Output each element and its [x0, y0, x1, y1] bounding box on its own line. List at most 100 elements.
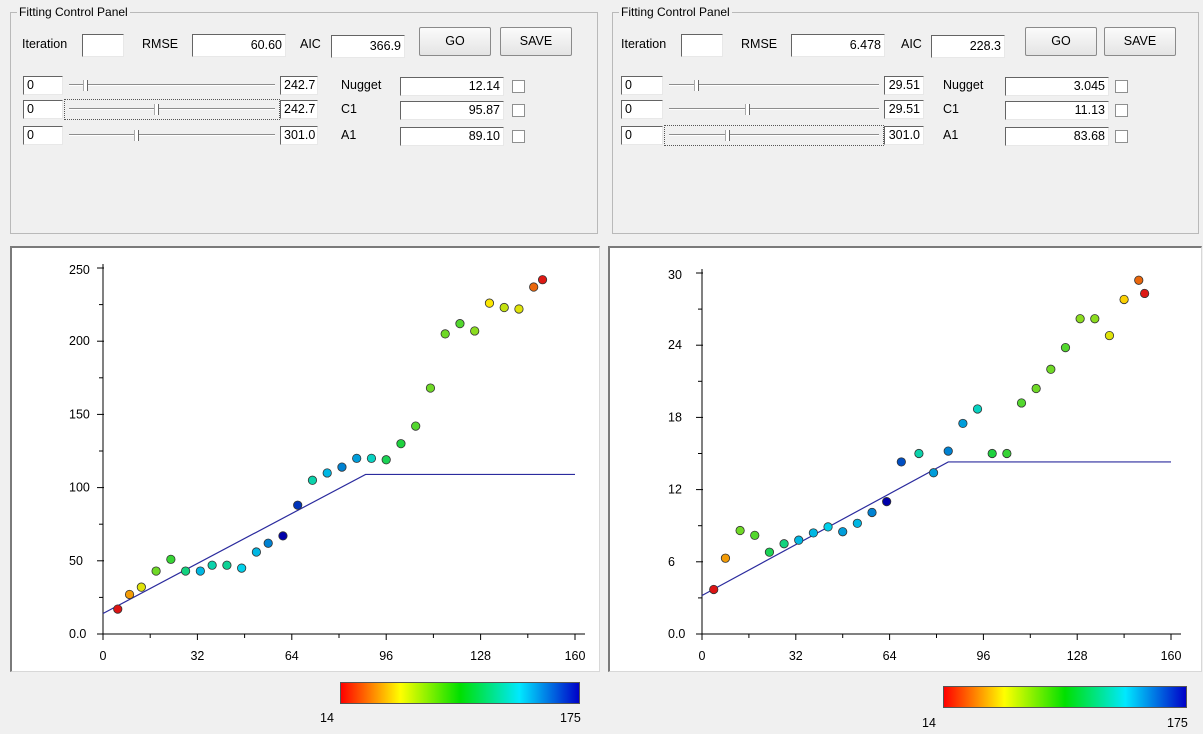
param-min-field[interactable]: 0: [621, 100, 663, 119]
fitting-control-panel: Fitting Control Panel Iteration RMSE 60.…: [10, 4, 598, 234]
aic-label: AIC: [901, 37, 922, 51]
param-value-field[interactable]: 12.14: [400, 77, 504, 96]
nugget-slider[interactable]: [65, 76, 279, 95]
data-point: [263, 538, 273, 548]
fix-checkbox[interactable]: [1115, 80, 1128, 93]
data-point: [181, 566, 191, 576]
iteration-field[interactable]: [82, 34, 124, 57]
fix-checkbox[interactable]: [1115, 104, 1128, 117]
slider-thumb[interactable]: [153, 104, 159, 115]
param-min-field[interactable]: 0: [23, 76, 63, 95]
x-tick-label: 160: [565, 649, 586, 663]
save-button[interactable]: SAVE: [500, 27, 572, 56]
x-tick-label: 0: [699, 649, 706, 663]
data-point: [124, 589, 135, 600]
a1-slider[interactable]: [65, 126, 279, 145]
param-max-field[interactable]: 301.0: [280, 126, 318, 145]
iteration-field[interactable]: [681, 34, 723, 57]
param-name-label: C1: [341, 102, 357, 116]
x-tick-label: 96: [976, 649, 990, 663]
fix-checkbox[interactable]: [512, 104, 525, 117]
param-value-field[interactable]: 89.10: [400, 127, 504, 146]
y-tick-label: 18: [668, 410, 682, 424]
param-max-field[interactable]: 242.7: [280, 100, 318, 119]
slider-thumb[interactable]: [693, 80, 699, 91]
go-button[interactable]: GO: [419, 27, 491, 56]
data-point: [151, 566, 161, 576]
c1-slider[interactable]: [665, 100, 883, 119]
slider-thumb[interactable]: [83, 80, 89, 91]
data-point: [914, 448, 924, 459]
data-point: [764, 547, 775, 557]
y-tick-label: 100: [69, 481, 90, 495]
data-point: [470, 326, 480, 336]
data-point: [366, 453, 377, 463]
param-value-field[interactable]: 83.68: [1005, 127, 1109, 146]
x-tick-label: 64: [883, 649, 897, 663]
param-max-field[interactable]: 29.51: [884, 100, 924, 119]
model-line: [701, 461, 1171, 597]
param-value-field[interactable]: 11.13: [1005, 101, 1109, 120]
data-point: [720, 553, 731, 563]
aic-field[interactable]: 228.3: [931, 35, 1005, 58]
param-min-field[interactable]: 0: [621, 76, 663, 95]
data-point: [928, 468, 939, 478]
data-point: [1090, 314, 1100, 324]
param-max-field[interactable]: 29.51: [884, 76, 924, 95]
data-point: [514, 304, 524, 314]
x-tick-label: 64: [285, 649, 299, 663]
rmse-field[interactable]: 60.60: [192, 34, 286, 57]
fitting-control-panel: Fitting Control Panel Iteration RMSE 6.4…: [612, 4, 1199, 234]
fix-checkbox[interactable]: [512, 80, 525, 93]
x-tick-label: 32: [789, 649, 803, 663]
slider-thumb[interactable]: [724, 130, 730, 141]
data-point: [352, 453, 362, 463]
fix-checkbox[interactable]: [1115, 130, 1128, 143]
slider-thumb[interactable]: [745, 104, 751, 115]
x-tick-label: 32: [190, 649, 204, 663]
param-name-label: C1: [943, 102, 959, 116]
data-point: [499, 302, 509, 313]
colorbar-max-label: 175: [1167, 716, 1188, 730]
c1-slider[interactable]: [64, 99, 280, 120]
nugget-slider[interactable]: [665, 76, 883, 95]
aic-field[interactable]: 366.9: [331, 35, 405, 58]
param-name-label: A1: [341, 128, 357, 142]
model-line: [102, 473, 575, 615]
data-point: [943, 446, 953, 456]
go-button[interactable]: GO: [1025, 27, 1097, 56]
data-point: [1075, 314, 1085, 324]
data-point: [779, 539, 789, 549]
data-point: [307, 475, 318, 485]
data-point: [972, 404, 983, 414]
data-point: [207, 560, 217, 570]
data-point: [529, 282, 539, 292]
data-point: [322, 468, 332, 478]
colorbar-min-label: 14: [922, 716, 936, 730]
data-point: [455, 319, 465, 329]
slider-thumb[interactable]: [133, 130, 139, 141]
param-value-field[interactable]: 3.045: [1005, 77, 1109, 96]
data-point: [293, 500, 303, 510]
data-point: [882, 497, 892, 507]
param-max-field[interactable]: 242.7: [280, 76, 318, 95]
y-tick-label: 0.0: [69, 627, 86, 641]
param-min-field[interactable]: 0: [621, 126, 663, 145]
y-tick-label: 50: [69, 554, 83, 568]
data-point: [1134, 275, 1144, 285]
colorbar-max-label: 175: [560, 711, 581, 725]
data-point: [794, 535, 804, 545]
save-button[interactable]: SAVE: [1104, 27, 1176, 56]
fix-checkbox[interactable]: [512, 130, 525, 143]
a1-slider[interactable]: [664, 125, 884, 146]
data-point: [537, 275, 548, 285]
param-min-field[interactable]: 0: [23, 126, 63, 145]
data-point: [808, 528, 818, 538]
param-max-field[interactable]: 301.0: [884, 126, 924, 145]
data-point: [1140, 288, 1150, 299]
param-value-field[interactable]: 95.87: [400, 101, 504, 120]
data-point: [1016, 398, 1027, 408]
y-tick-label: 200: [69, 334, 90, 348]
param-min-field[interactable]: 0: [23, 100, 63, 119]
rmse-field[interactable]: 6.478: [791, 34, 885, 57]
